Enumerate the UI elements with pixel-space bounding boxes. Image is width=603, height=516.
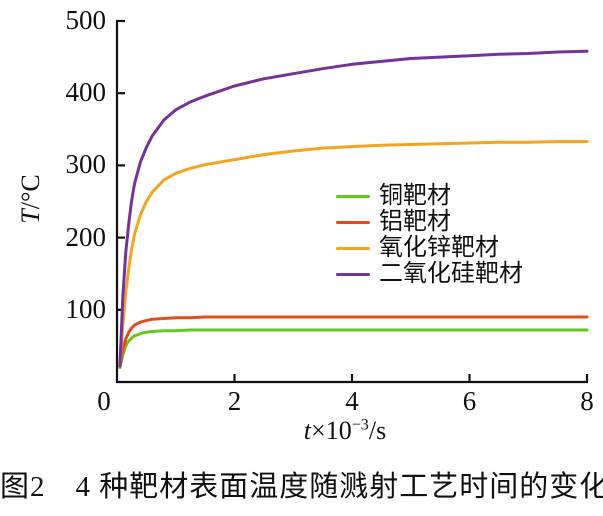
legend-label-silicon-dioxide: 二氧化硅靶材: [379, 261, 523, 287]
x-tick-label: 8: [580, 386, 594, 416]
x-axis-unit: /s: [368, 416, 387, 445]
legend-item-aluminum: 铝靶材: [336, 209, 523, 235]
y-tick-label: 100: [65, 293, 107, 324]
curve-aluminum-target: [118, 315, 589, 369]
y-tick-label: 300: [65, 149, 107, 180]
y-tick-label: 200: [65, 221, 107, 252]
figure-caption: 图2 4 种靶材表面温度随溅射工艺时间的变化: [0, 471, 603, 503]
x-axis-multiplier: ×10: [311, 416, 352, 445]
curve-zinc-oxide-target: [118, 140, 589, 369]
x-tick-label: 6: [462, 386, 477, 416]
legend-line-swatch-copper: [336, 194, 370, 198]
y-axis-unit: /°C: [16, 174, 45, 210]
x-tick-label: 2: [227, 386, 242, 416]
axes-spines: [115, 19, 589, 384]
x-axis-title: t×10−3/s: [304, 416, 386, 446]
legend-line-swatch-zinc-oxide: [336, 246, 370, 250]
legend-label-copper: 铜靶材: [379, 183, 451, 209]
curve-copper-target: [118, 328, 589, 370]
curve-silicon-dioxide-target: [118, 49, 589, 368]
plot-area: [115, 19, 589, 384]
legend-item-copper: 铜靶材: [336, 183, 523, 209]
legend-label-zinc-oxide: 氧化锌靶材: [379, 235, 499, 261]
temperature-chart: T/°C t×10−3/s 铜靶材 铝靶材 氧化锌靶材 二氧化硅靶材 100 20…: [16, 5, 594, 446]
y-axis-title: T/°C: [16, 174, 46, 223]
legend-item-zinc-oxide: 氧化锌靶材: [336, 235, 523, 261]
y-tick-label: 400: [65, 77, 107, 108]
legend-label-aluminum: 铝靶材: [379, 209, 451, 235]
x-axis-variable: t: [303, 416, 312, 445]
x-tick-label: 4: [345, 386, 359, 416]
legend-line-swatch-aluminum: [336, 220, 370, 224]
y-tick-label: 500: [65, 5, 107, 35]
legend: 铜靶材 铝靶材 氧化锌靶材 二氧化硅靶材: [336, 183, 523, 287]
legend-line-swatch-silicon-dioxide: [336, 272, 370, 276]
x-tick-label: 0: [97, 386, 111, 416]
legend-item-silicon-dioxide: 二氧化硅靶材: [336, 261, 523, 287]
y-axis-variable: T: [16, 209, 45, 224]
x-axis-exponent: −3: [351, 416, 369, 434]
